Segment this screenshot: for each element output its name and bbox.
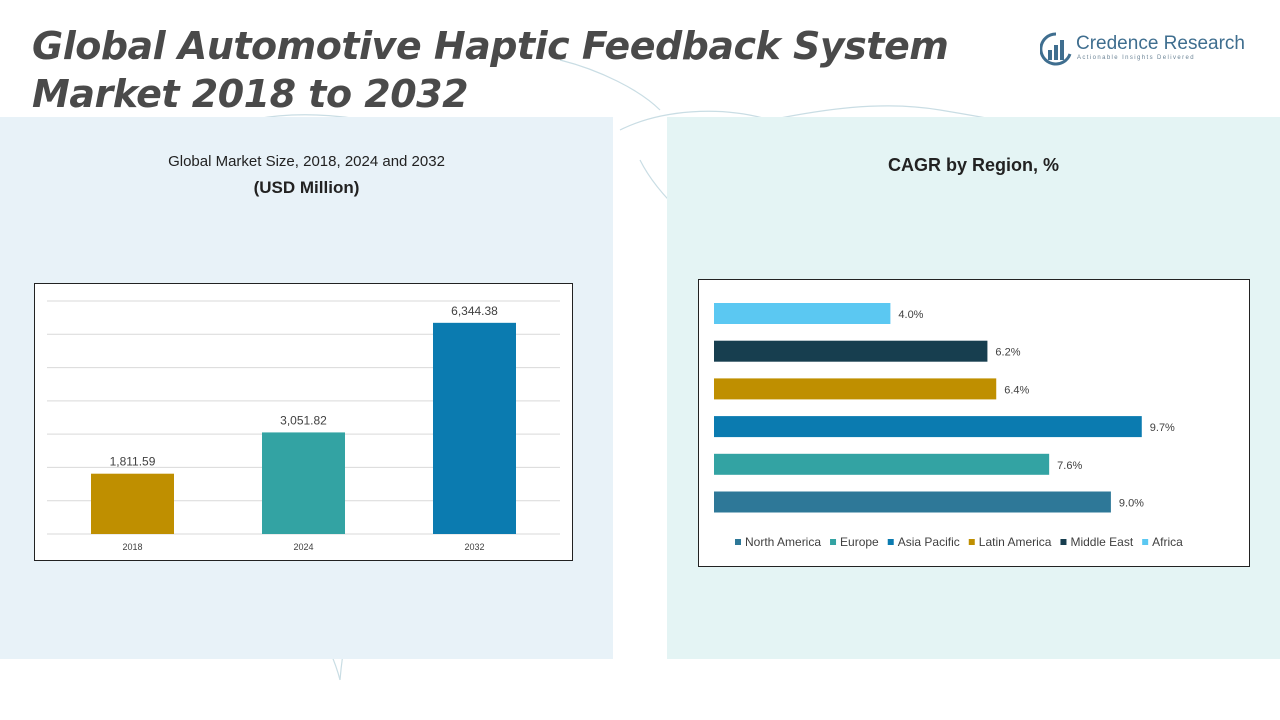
title-line-1: Global Automotive Haptic Feedback System (32, 24, 949, 68)
bar-latin-america (714, 378, 997, 400)
data-label-asia-pacific: 9.7% (1150, 422, 1175, 434)
data-label-north-america: 9.0% (1119, 498, 1144, 510)
bar-europe (714, 453, 1050, 475)
market-size-chart-title: Global Market Size, 2018, 2024 and 2032 (168, 153, 445, 170)
market-size-chart-svg: 1,811.59 2018 3,051.82 2024 6,344.38 2032 (47, 300, 560, 552)
cagr-legend: North America Europe Asia Pacific Latin Ame… (735, 535, 1183, 549)
brand-tagline: Actionable Insights Delivered (1077, 55, 1195, 61)
data-label-middle-east: 6.2% (995, 347, 1020, 359)
legend-swatch-asia-pacific (887, 539, 894, 545)
market-size-chart: 1,811.59 2018 3,051.82 2024 6,344.38 2032 (34, 283, 573, 561)
data-label-2032: 6,344.38 (451, 304, 498, 318)
bar-north-america (714, 491, 1111, 513)
legend-label-europe: Europe (840, 535, 879, 549)
credence-research-logo: Credence Research Actionable Insights De… (1040, 30, 1255, 70)
x-tick-label-2024: 2024 (293, 542, 313, 552)
data-label-2018: 1,811.59 (110, 455, 156, 469)
cagr-chart: 4.0% 6.2% 6.4% 9.7% 7.6% 9.0% North America Eur… (698, 279, 1250, 567)
legend-label-asia-pacific: Asia Pacific (898, 535, 960, 549)
title-line-2: Market 2018 to 2032 (32, 72, 469, 116)
legend-swatch-north-america (735, 539, 741, 545)
brand-name-part-1: Credence (1076, 33, 1159, 54)
logo-icon (1040, 32, 1072, 66)
legend-label-middle-east: Middle East (1070, 535, 1133, 549)
bar-africa (714, 303, 891, 324)
legend-swatch-middle-east (1060, 539, 1067, 545)
cagr-chart-svg: 4.0% 6.2% 6.4% 9.7% 7.6% 9.0% North America Eur… (714, 303, 1183, 549)
bar-asia-pacific (714, 416, 1142, 438)
brand-name-part-2: Research (1158, 33, 1245, 54)
bar-middle-east (714, 340, 988, 362)
x-tick-label-2032: 2032 (464, 542, 484, 552)
market-size-chart-unit: (USD Million) (253, 178, 360, 197)
legend-swatch-europe (830, 539, 837, 545)
legend-swatch-latin-america (968, 539, 975, 545)
legend-label-latin-america: Latin America (979, 535, 1052, 549)
bar-2024 (262, 432, 345, 534)
legend-label-north-america: North America (745, 535, 821, 549)
data-label-latin-america: 6.4% (1004, 384, 1029, 396)
x-tick-label-2018: 2018 (122, 542, 142, 552)
bar-2032 (433, 322, 516, 534)
legend-swatch-africa (1142, 539, 1149, 545)
legend-label-africa: Africa (1152, 535, 1183, 549)
data-label-europe: 7.6% (1057, 460, 1082, 472)
page-title: Global Automotive Haptic Feedback System… (32, 22, 949, 118)
bar-2018 (91, 473, 174, 534)
brand-name: Credence Research (1076, 33, 1245, 55)
data-label-africa: 4.0% (898, 309, 923, 321)
data-label-2024: 3,051.82 (280, 413, 327, 427)
cagr-chart-title: CAGR by Region, % (887, 155, 1059, 175)
